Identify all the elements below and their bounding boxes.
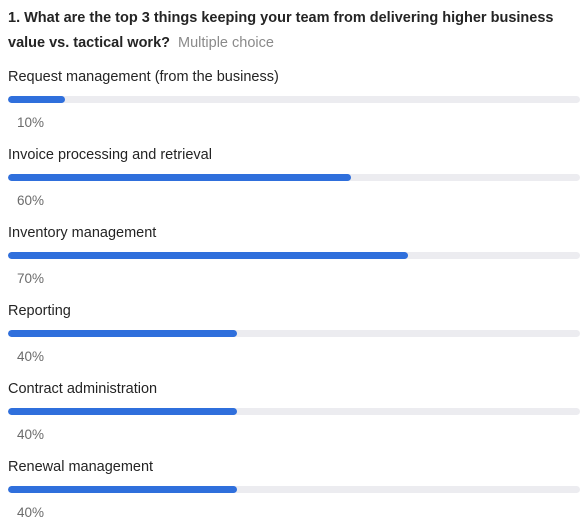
option-label: Reporting — [8, 303, 71, 319]
option-bar-fill — [8, 330, 237, 337]
option-label: Contract administration — [8, 381, 158, 397]
option-label: Request management (from the business) — [8, 69, 279, 85]
option-bar-track — [8, 252, 580, 259]
option-percent: 70% — [17, 271, 45, 286]
option-bar-track — [8, 174, 580, 181]
poll-option: Renewal management 40% — [0, 453, 584, 531]
option-bar-fill — [8, 252, 409, 259]
option-bar-fill — [8, 96, 66, 103]
option-percent: 40% — [17, 349, 45, 364]
option-label: Renewal management — [8, 459, 154, 475]
question-type-label: Multiple choice — [178, 35, 274, 51]
poll-option: Contract administration 40% — [0, 375, 584, 453]
option-bar-fill — [8, 174, 352, 181]
option-bar-track — [8, 408, 580, 415]
option-bar-track — [8, 96, 580, 103]
poll-question: 1. What are the top 3 things keeping you… — [8, 6, 576, 56]
poll-options: Request management (from the business) 1… — [0, 63, 584, 531]
option-label: Invoice processing and retrieval — [8, 147, 212, 163]
option-bar-fill — [8, 408, 237, 415]
poll-option: Request management (from the business) 1… — [0, 63, 584, 141]
poll-option: Invoice processing and retrieval 60% — [0, 141, 584, 219]
option-percent: 60% — [17, 193, 45, 208]
option-percent: 40% — [17, 427, 45, 442]
option-bar-track — [8, 330, 580, 337]
option-bar-track — [8, 486, 580, 493]
option-percent: 10% — [17, 115, 45, 130]
option-percent: 40% — [17, 505, 45, 520]
option-label: Inventory management — [8, 225, 157, 241]
poll-option: Reporting 40% — [0, 297, 584, 375]
question-text: 1. What are the top 3 things keeping you… — [8, 10, 554, 51]
poll-option: Inventory management 70% — [0, 219, 584, 297]
option-bar-fill — [8, 486, 237, 493]
